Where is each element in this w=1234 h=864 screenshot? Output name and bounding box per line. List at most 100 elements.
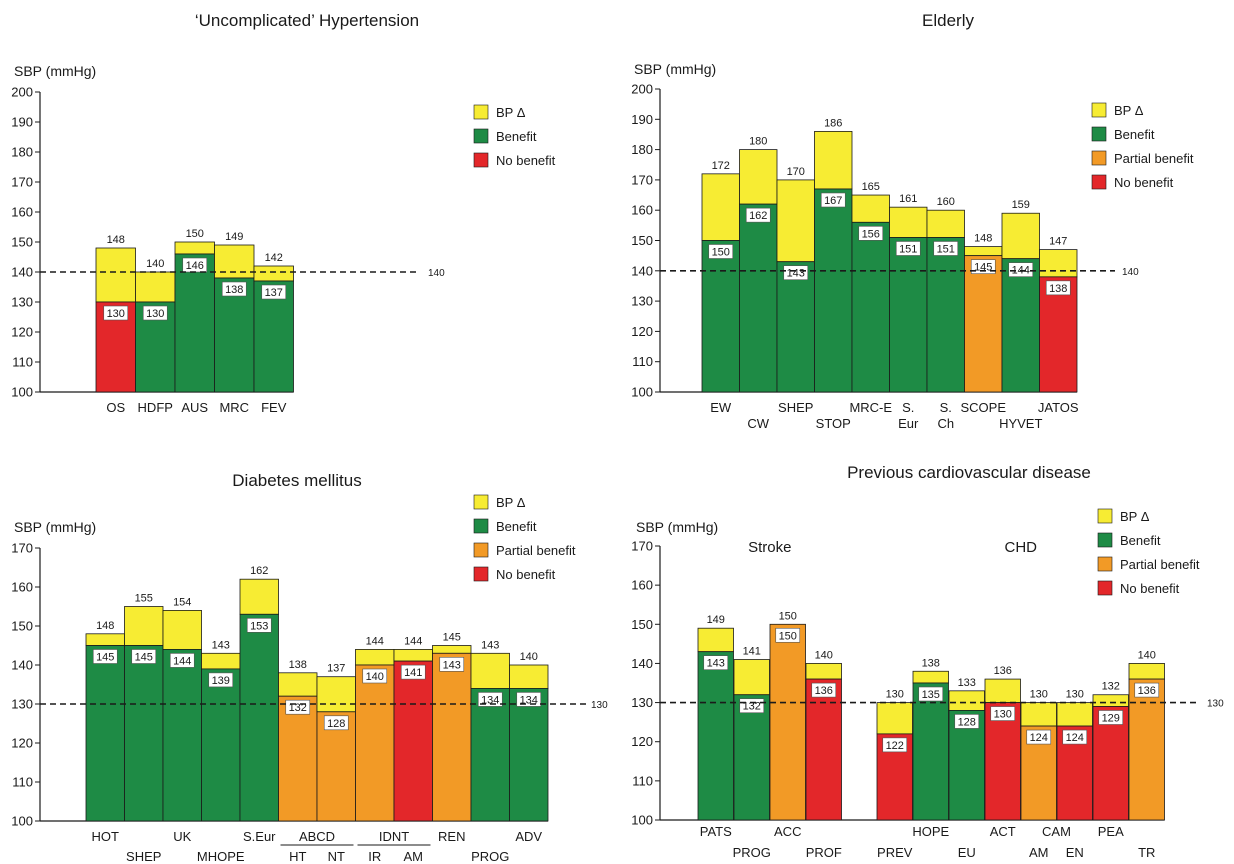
bar-bp-delta-segment (470, 652, 510, 689)
bar-top-value: 155 (135, 593, 153, 605)
bar-outcome-segment (470, 688, 510, 822)
x-group-label: CAM (1042, 824, 1071, 839)
y-tick-label: 170 (631, 172, 653, 187)
legend-label: BP Δ (496, 495, 526, 510)
legend-label: No benefit (496, 567, 556, 582)
bar-achieved-label-box (858, 226, 884, 241)
y-tick-label: 120 (631, 734, 653, 749)
bar-achieved-value: 141 (404, 667, 422, 679)
y-tick-label: 160 (631, 203, 653, 218)
bar-achieved-label-box (882, 737, 908, 753)
bar-bp-delta-segment (926, 209, 965, 238)
legend-label: Benefit (496, 519, 537, 534)
bar-achieved-label-box (954, 714, 980, 729)
bar-outcome-segment (162, 649, 202, 822)
bar-outcome-segment (239, 613, 279, 822)
bar-achieved-label-box (439, 656, 465, 672)
bar-achieved-label-box (933, 241, 959, 256)
bar-top-value: 160 (937, 196, 955, 208)
bar-outcome-segment (1001, 258, 1040, 393)
bar-top-value: 149 (707, 614, 725, 626)
x-category-label: PROG (733, 845, 771, 860)
bar-bp-delta-segment (393, 649, 433, 662)
y-tick-label: 200 (631, 82, 653, 97)
bar-outcome-segment (124, 645, 164, 822)
bar-top-value: 159 (1012, 199, 1030, 211)
bar-achieved-label-box (1045, 280, 1071, 296)
y-tick-label: 110 (632, 773, 653, 788)
legend-swatch (1097, 556, 1113, 572)
legend-swatch (1091, 150, 1107, 166)
bar-bp-delta-segment (1020, 702, 1057, 727)
bar-achieved-value: 143 (787, 268, 805, 280)
y-tick-label: 120 (631, 324, 653, 339)
x-category-label: FEV (261, 400, 287, 415)
bar-achieved-label-box (708, 244, 734, 259)
bar-top-value: 148 (96, 620, 114, 632)
x-category-label: SHEP (778, 400, 813, 415)
y-tick-label: 100 (11, 814, 33, 829)
x-category-label: EN (1066, 845, 1084, 860)
bar-top-value: 150 (779, 610, 797, 622)
x-category-label: MHOPE (197, 849, 245, 864)
legend-label: BP Δ (496, 105, 526, 120)
bar-achieved-label-box (775, 627, 801, 643)
x-category-label: HT (289, 849, 306, 864)
reference-line-label: 140 (428, 268, 445, 279)
legend-label: Partial benefit (1114, 151, 1194, 166)
x-category-label: IR (368, 849, 381, 864)
y-tick-label: 190 (11, 115, 33, 130)
bar-bp-delta-segment (697, 627, 734, 653)
bar-achieved-value: 129 (1102, 712, 1120, 724)
bar-outcome-segment (805, 678, 842, 821)
bar-outcome-segment (355, 664, 395, 822)
legend-label: BP Δ (1114, 103, 1144, 118)
bar-top-value: 142 (265, 252, 283, 264)
bar-top-value: 148 (974, 233, 992, 245)
bar-bp-delta-segment (948, 690, 985, 711)
y-tick-label: 170 (11, 175, 33, 190)
legend-swatch (1091, 174, 1107, 190)
bar-achieved-label-box (1062, 729, 1088, 745)
bar-achieved-value: 138 (225, 284, 243, 296)
bar-achieved-label-box (261, 284, 287, 300)
bar-achieved-label-box (990, 706, 1016, 721)
bar-outcome-segment (701, 240, 740, 393)
bar-top-value: 130 (1030, 689, 1048, 701)
bar-achieved-value: 128 (327, 718, 345, 730)
x-category-label: ADV (515, 829, 542, 844)
y-tick-label: 170 (11, 541, 33, 556)
bar-bp-delta-segment (776, 179, 815, 263)
legend-label: Partial benefit (1120, 557, 1200, 572)
bar-achieved-value: 128 (958, 716, 976, 728)
bar-top-value: 140 (146, 258, 164, 270)
panel-diabetes-mellitus: Diabetes mellitus SBP (mmHg) 100 110 120 130 1… (11, 471, 608, 864)
bar-top-value: 144 (404, 635, 422, 647)
bar-bp-delta-segment (805, 663, 842, 680)
y-tick-label: 100 (631, 813, 653, 828)
x-category-label: AM (404, 849, 424, 864)
y-tick-label: 120 (11, 325, 33, 340)
y-tick-label: 120 (11, 736, 33, 751)
x-category-label: EW (710, 400, 732, 415)
subgroup-heading: Stroke (748, 539, 791, 556)
bar-top-value: 161 (899, 193, 917, 205)
bar-bp-delta-segment (1039, 249, 1078, 278)
bar-achieved-value: 167 (824, 195, 842, 207)
bar-achieved-label-box (103, 305, 129, 321)
y-tick-label: 160 (11, 205, 33, 220)
bar-outcome-segment (769, 623, 806, 821)
bar-achieved-label-box (703, 655, 729, 670)
bar-achieved-value: 145 (135, 652, 153, 664)
y-tick-label: 130 (631, 695, 653, 710)
bar-achieved-label-box (918, 686, 944, 702)
bar-achieved-value: 153 (250, 620, 268, 632)
bar-achieved-value: 132 (289, 702, 307, 714)
x-category-label: STOP (816, 416, 851, 431)
bar-outcome-segment (85, 645, 125, 822)
y-tick-label: 100 (631, 385, 653, 400)
bar-bp-delta-segment (1001, 212, 1040, 260)
bar-achieved-label-box (208, 672, 234, 688)
bar-bp-delta-segment (851, 194, 890, 223)
y-axis-label: SBP (mmHg) (634, 61, 716, 77)
